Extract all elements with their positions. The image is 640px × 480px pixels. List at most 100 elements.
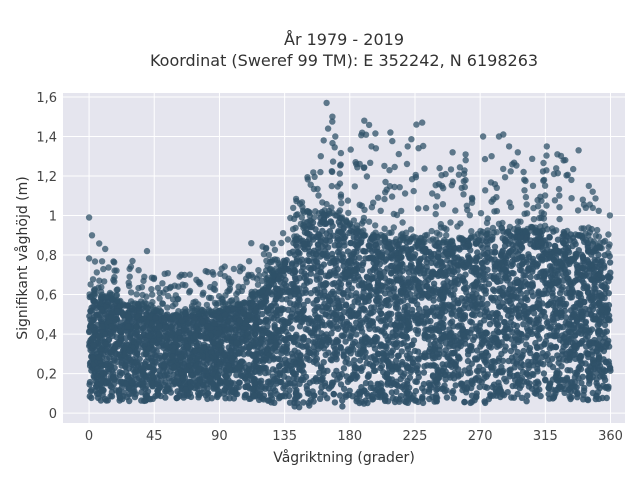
data-point <box>338 332 345 339</box>
data-point <box>440 321 447 328</box>
data-point <box>336 374 343 381</box>
data-point <box>366 292 373 300</box>
data-point <box>363 390 370 397</box>
data-point <box>381 317 389 324</box>
data-point <box>596 270 603 278</box>
data-point <box>328 381 336 389</box>
data-point <box>289 248 296 255</box>
data-point <box>597 373 604 380</box>
data-point <box>573 316 580 324</box>
data-point <box>221 387 228 394</box>
data-point <box>486 321 494 328</box>
data-point <box>249 385 256 393</box>
data-point <box>516 255 524 262</box>
data-point <box>502 252 509 259</box>
data-point <box>241 394 248 401</box>
data-point <box>321 247 329 255</box>
data-point <box>257 339 264 347</box>
data-point <box>524 392 531 399</box>
data-point <box>524 327 532 335</box>
data-point <box>123 341 130 348</box>
data-point <box>474 374 482 381</box>
data-point <box>391 380 398 387</box>
data-point <box>353 290 360 297</box>
data-point <box>460 277 467 284</box>
data-point <box>477 311 484 318</box>
data-point <box>554 386 561 394</box>
data-point <box>359 305 367 313</box>
data-point <box>304 326 312 334</box>
data-point <box>305 264 313 271</box>
data-point <box>325 313 332 320</box>
data-point <box>307 290 315 297</box>
data-point <box>515 287 522 294</box>
data-point <box>177 354 184 361</box>
data-point <box>355 341 362 349</box>
data-point <box>180 334 188 341</box>
data-point <box>542 279 549 287</box>
data-point <box>101 395 109 403</box>
data-point <box>289 369 297 376</box>
data-point <box>508 336 515 343</box>
data-point <box>141 340 149 347</box>
data-point <box>566 393 573 400</box>
data-point <box>471 397 478 404</box>
data-point <box>590 295 597 302</box>
data-point <box>488 366 496 373</box>
data-point <box>353 331 360 338</box>
data-point <box>278 318 285 325</box>
data-point <box>216 360 224 368</box>
data-point <box>278 379 285 386</box>
data-point <box>538 290 545 298</box>
data-point <box>407 368 414 376</box>
data-point <box>287 363 295 370</box>
data-point <box>304 297 311 304</box>
data-point <box>387 278 395 285</box>
data-point <box>603 284 610 291</box>
data-point <box>438 310 446 317</box>
data-point <box>251 392 258 400</box>
data-point <box>534 378 541 385</box>
data-point <box>454 300 462 307</box>
data-point <box>282 276 289 284</box>
data-point <box>125 313 132 321</box>
data-point <box>560 343 567 351</box>
data-point <box>373 258 380 265</box>
data-point <box>293 375 301 383</box>
data-point <box>385 360 392 367</box>
data-point <box>567 294 574 301</box>
data-point <box>449 387 457 395</box>
data-point <box>464 384 471 391</box>
data-point <box>431 312 439 320</box>
data-point <box>456 306 463 314</box>
data-point <box>394 352 402 359</box>
data-point <box>534 368 541 375</box>
data-point <box>310 377 317 385</box>
data-point <box>162 324 169 331</box>
data-point <box>588 326 596 333</box>
data-point <box>125 354 132 362</box>
data-point <box>300 399 307 406</box>
data-point <box>149 372 156 379</box>
data-point <box>228 389 235 396</box>
data-point <box>576 262 584 269</box>
data-point <box>337 281 345 288</box>
data-point <box>469 380 476 388</box>
data-point <box>323 304 331 311</box>
data-point <box>589 306 597 313</box>
data-point <box>298 256 306 263</box>
data-point <box>135 374 143 382</box>
data-point <box>506 286 513 293</box>
data-point <box>580 391 587 398</box>
data-point <box>540 370 548 377</box>
data-point <box>579 254 587 261</box>
data-point <box>305 320 312 327</box>
data-point <box>594 382 601 390</box>
data-point <box>244 378 251 386</box>
data-point <box>412 397 420 404</box>
data-point <box>567 367 574 374</box>
data-point <box>412 387 420 395</box>
data-point <box>321 288 328 295</box>
data-point <box>252 308 259 315</box>
data-point <box>401 386 408 393</box>
